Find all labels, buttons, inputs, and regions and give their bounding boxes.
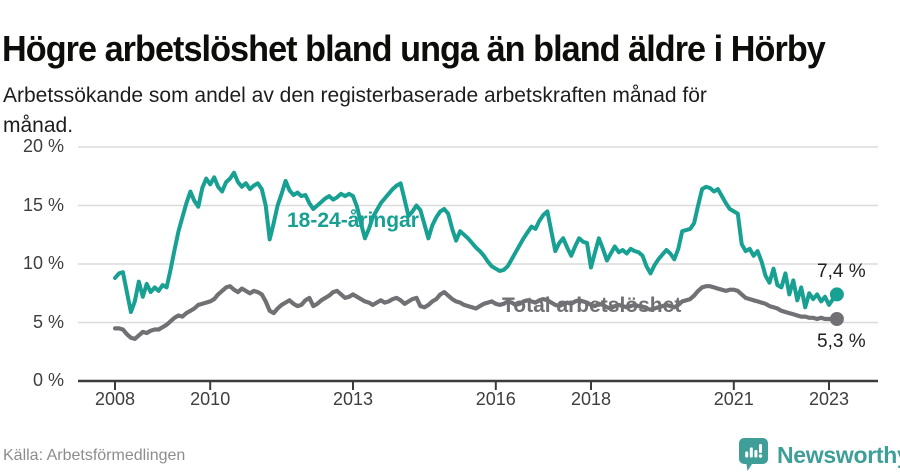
x-tick-label: 2010 [190, 389, 231, 409]
series-end-dots [829, 287, 844, 326]
y-tick-label: 20 % [22, 136, 64, 156]
x-tick-label: 2013 [332, 389, 374, 409]
y-tick-label: 0 % [32, 370, 64, 390]
x-tick-label: 2008 [94, 389, 136, 409]
total-end-value-annotation: 5,3 % [817, 331, 866, 352]
x-axis [78, 379, 878, 390]
x-tick-label: 2023 [808, 389, 850, 409]
youth-end-value-annotation: 7,4 % [817, 261, 866, 282]
x-tick-label: 2018 [570, 389, 612, 409]
total-series-line [112, 284, 840, 341]
gridlines [78, 146, 878, 324]
series-lines [112, 170, 840, 341]
chart-title: Högre arbetslöshet bland unga än bland ä… [2, 28, 826, 70]
youth-series-line [113, 170, 839, 314]
youth-series-label: 18-24-åringar [287, 209, 419, 232]
total-end-dot [829, 312, 844, 326]
y-tick-label: 10 % [22, 253, 64, 273]
x-tick-label: 2016 [475, 389, 516, 409]
brand-logo: Newsworthy [739, 438, 900, 472]
y-tick-label: 15 % [22, 194, 64, 215]
newsworthy-chart-bubble-icon [739, 438, 768, 472]
youth-end-dot [829, 287, 844, 302]
x-tick-label: 2021 [713, 389, 754, 409]
brand-name: Newsworthy [777, 441, 900, 468]
y-tick-label: 5 % [32, 311, 64, 332]
total-series-label: Total arbetslöshet [502, 294, 682, 317]
source-note: Källa: Arbetsförmedlingen [3, 447, 186, 464]
chart-subtitle: Arbetssökande som andel av den registerb… [3, 84, 707, 137]
